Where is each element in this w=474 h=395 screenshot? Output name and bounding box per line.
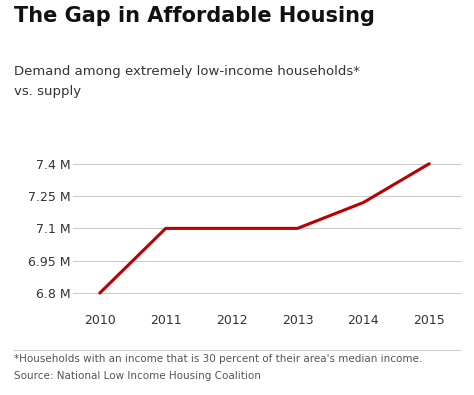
Text: The Gap in Affordable Housing: The Gap in Affordable Housing bbox=[14, 6, 375, 26]
Text: vs. supply: vs. supply bbox=[14, 85, 82, 98]
Text: Demand among extremely low-income households*: Demand among extremely low-income househ… bbox=[14, 65, 360, 78]
Text: Source: National Low Income Housing Coalition: Source: National Low Income Housing Coal… bbox=[14, 371, 261, 381]
Text: *Households with an income that is 30 percent of their area's median income.: *Households with an income that is 30 pe… bbox=[14, 354, 422, 363]
